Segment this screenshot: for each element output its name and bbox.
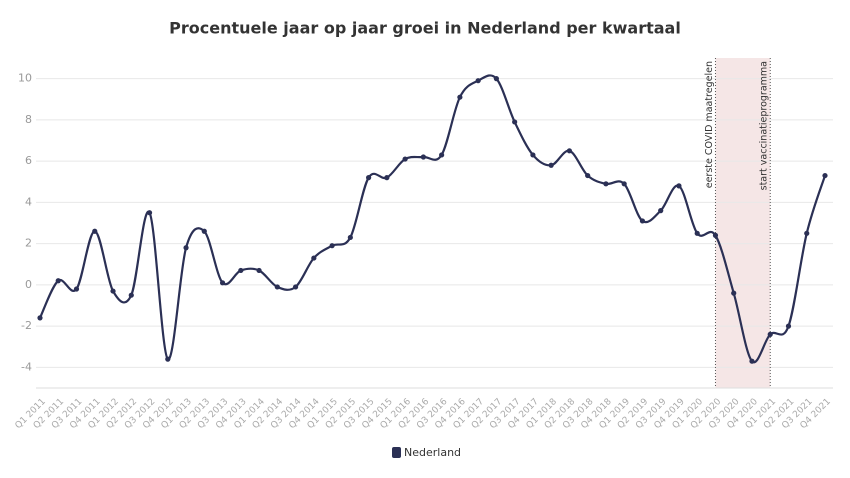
- point: [566, 148, 573, 154]
- point: [767, 331, 773, 337]
- point: [292, 284, 299, 290]
- point: [274, 284, 280, 290]
- point: [548, 162, 554, 168]
- point: [694, 230, 700, 236]
- point: [493, 76, 499, 82]
- point: [73, 286, 80, 292]
- point: [512, 119, 518, 125]
- point: [639, 218, 646, 224]
- point: [201, 228, 207, 234]
- y-tick-label: 8: [25, 113, 32, 126]
- point: [347, 234, 353, 241]
- point: [658, 208, 664, 214]
- y-tick-label: 6: [25, 154, 32, 167]
- annotation: start vaccinatieprogramma: [759, 61, 770, 190]
- point: [384, 175, 390, 181]
- point: [219, 280, 226, 286]
- point: [402, 156, 408, 162]
- point: [165, 356, 171, 362]
- y-tick-label: -2: [21, 319, 32, 332]
- point: [110, 288, 116, 294]
- point: [311, 255, 317, 261]
- point: [749, 358, 755, 364]
- point: [238, 267, 244, 274]
- y-tick-label: 4: [25, 195, 32, 208]
- point: [183, 245, 189, 251]
- legend-label: Nederland: [404, 446, 461, 459]
- point: [366, 175, 372, 181]
- y-tick-label: 10: [18, 72, 32, 85]
- point: [621, 181, 627, 187]
- point: [712, 232, 719, 238]
- point: [603, 181, 609, 187]
- point: [256, 267, 262, 274]
- point: [329, 243, 335, 249]
- legend-swatch: [392, 447, 401, 458]
- point: [457, 94, 463, 100]
- point: [585, 172, 591, 179]
- point: [822, 172, 828, 179]
- y-tick-label: 2: [25, 237, 32, 250]
- point: [475, 78, 481, 84]
- y-tick-label: 0: [25, 278, 32, 291]
- chart-title: Procentuele jaar op jaar groei in Nederl…: [169, 19, 681, 38]
- annotation: eerste COVID maatregelen: [704, 61, 715, 188]
- point: [37, 315, 43, 321]
- point: [530, 152, 536, 158]
- point: [55, 278, 61, 284]
- point: [439, 152, 445, 158]
- point: [128, 292, 134, 298]
- point: [420, 154, 426, 160]
- point: [804, 230, 810, 236]
- point: [146, 210, 153, 216]
- point: [785, 323, 792, 329]
- point: [731, 290, 737, 296]
- y-tick-label: -4: [21, 360, 32, 373]
- point: [92, 228, 98, 234]
- point: [676, 183, 682, 189]
